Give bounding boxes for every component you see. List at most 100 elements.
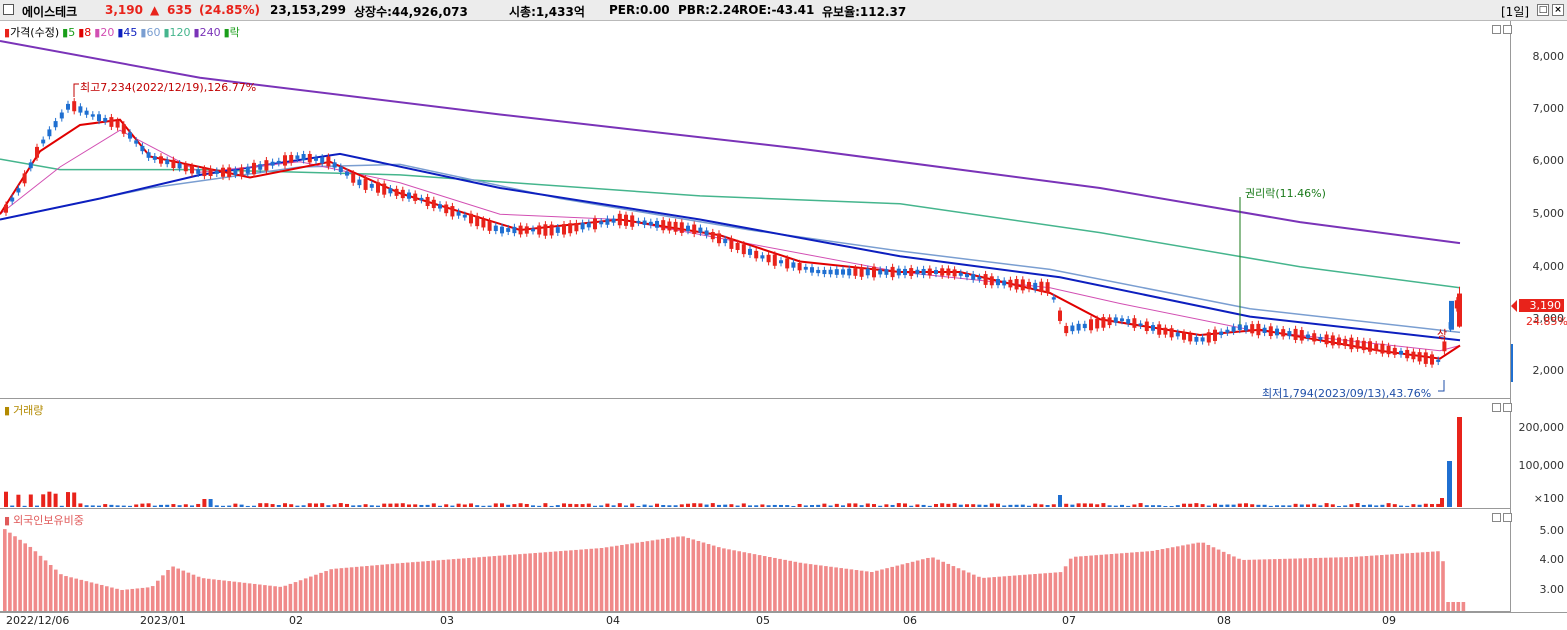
candle-body xyxy=(425,196,430,207)
candle-body xyxy=(59,112,64,119)
candle-body xyxy=(500,226,504,234)
price-legend: ▮가격(수정) ▮5 ▮8 ▮20 ▮45 ▮60 ▮120 ▮240 ▮락 xyxy=(4,24,243,40)
panel-close-icon[interactable] xyxy=(1503,513,1512,522)
foreign-ratio-bar xyxy=(660,538,665,611)
foreign-ratio-bar xyxy=(502,555,507,611)
volume-bar xyxy=(562,503,566,507)
volume-chart-panel[interactable] xyxy=(0,399,1510,509)
volume-bar xyxy=(580,504,585,507)
foreign-ratio-bar xyxy=(1405,553,1410,611)
foreign-ratio-bar xyxy=(232,581,237,611)
volume-bar xyxy=(314,503,318,507)
candle-body xyxy=(977,276,982,280)
foreign-ownership-panel[interactable] xyxy=(0,509,1510,612)
panel-minimize-icon[interactable] xyxy=(1492,513,1501,522)
foreign-ratio-bar xyxy=(579,549,583,611)
foreign-ratio-bar xyxy=(1410,552,1415,611)
foreign-ratio-bar xyxy=(900,564,905,611)
candle-body xyxy=(667,221,672,231)
candle-body xyxy=(1225,329,1230,333)
volume-bar xyxy=(1014,504,1019,507)
price-chart-panel[interactable] xyxy=(0,21,1510,399)
volume-bar xyxy=(1349,504,1354,507)
candle-body xyxy=(1213,329,1217,341)
candle-body xyxy=(896,268,901,276)
foreign-ratio-bar xyxy=(548,551,553,611)
volume-bar xyxy=(1138,503,1143,507)
foreign-ratio-bar xyxy=(1053,572,1058,611)
panel-minimize-icon[interactable] xyxy=(1492,25,1501,34)
candle-body xyxy=(847,268,852,276)
x-tick: 09 xyxy=(1382,614,1396,627)
panel-close-icon[interactable] xyxy=(1503,25,1512,34)
candle-body xyxy=(779,260,783,264)
foreign-ratio-bar xyxy=(79,579,84,611)
x-axis xyxy=(0,612,1567,630)
volume-bar xyxy=(227,505,232,507)
foreign-ratio-bar xyxy=(681,536,685,611)
foreign-ratio-bar xyxy=(859,570,864,611)
candle-body xyxy=(1219,331,1224,336)
foreign-ratio-bar xyxy=(1221,551,1226,611)
volume-bar xyxy=(1299,504,1304,507)
foreign-ratio-bar xyxy=(263,585,267,611)
foreign-ratio-bar xyxy=(385,564,390,611)
stock-title-bar: 에이스테크 3,190 ▲ 635 (24.85%) 23,153,299 상장… xyxy=(0,0,1567,21)
candle-body xyxy=(934,270,938,274)
foreign-ratio-bar xyxy=(1257,559,1262,611)
volume-bar xyxy=(376,505,380,507)
foreign-ratio-bar xyxy=(1359,556,1364,611)
foreign-ratio-bar xyxy=(477,557,481,611)
restore-icon[interactable]: □ xyxy=(1537,4,1549,16)
foreign-ratio-bar xyxy=(395,563,400,611)
foreign-ratio-bar xyxy=(1017,575,1022,611)
candle-body xyxy=(915,269,920,275)
period-label[interactable]: [1일] xyxy=(1501,5,1530,19)
close-icon[interactable]: × xyxy=(1552,4,1564,16)
foreign-ratio-bar xyxy=(375,565,379,611)
volume-bar xyxy=(735,505,740,507)
candle-body xyxy=(332,162,337,168)
candle-body xyxy=(1045,282,1050,293)
foreign-ratio-bar xyxy=(819,565,823,611)
foreign-ratio-bar xyxy=(558,551,563,611)
select-checkbox[interactable] xyxy=(3,4,14,15)
candle-body xyxy=(1250,324,1255,334)
foreign-ratio-bar xyxy=(956,568,961,611)
volume-bar xyxy=(958,504,963,507)
volume-bar xyxy=(320,503,325,507)
candle-body xyxy=(357,179,362,186)
volume-bar xyxy=(896,503,901,507)
foreign-ratio-bar xyxy=(1344,557,1348,611)
foreign-ratio-bar xyxy=(885,568,889,611)
volume-bar xyxy=(1399,505,1403,507)
panel-close-icon[interactable] xyxy=(1503,403,1512,412)
volume-bar xyxy=(258,503,263,507)
volume-bar xyxy=(1089,503,1093,507)
foreign-ratio-bar xyxy=(1145,551,1149,611)
price-change: 635 xyxy=(167,3,193,17)
candle-body xyxy=(859,267,864,277)
candle-body xyxy=(1392,347,1397,355)
candle-body xyxy=(1206,332,1211,343)
foreign-ratio-bar xyxy=(824,566,828,611)
volume-bar xyxy=(766,505,771,507)
volume-bar xyxy=(140,503,145,507)
candle-body xyxy=(1399,350,1403,355)
candle-body xyxy=(1411,351,1416,360)
ma240-line xyxy=(0,40,1461,245)
candle-body xyxy=(841,269,845,275)
foreign-ratio-bar xyxy=(451,559,456,611)
volume-bar xyxy=(1175,505,1180,507)
candle-body xyxy=(1002,280,1007,286)
foreign-tick: 4.00 xyxy=(1539,553,1565,566)
foreign-ratio-bar xyxy=(1135,552,1139,611)
candle-body xyxy=(1182,332,1186,340)
candle-body xyxy=(655,220,659,228)
volume-bar xyxy=(264,503,269,507)
panel-minimize-icon[interactable] xyxy=(1492,403,1501,412)
candle-body xyxy=(171,159,176,169)
volume-bar xyxy=(996,503,1000,507)
foreign-ratio-bar xyxy=(982,577,986,611)
